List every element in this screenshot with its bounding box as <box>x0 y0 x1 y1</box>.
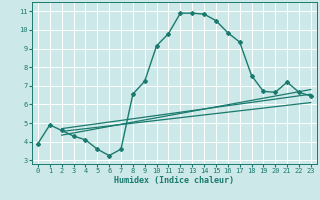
X-axis label: Humidex (Indice chaleur): Humidex (Indice chaleur) <box>115 176 234 185</box>
